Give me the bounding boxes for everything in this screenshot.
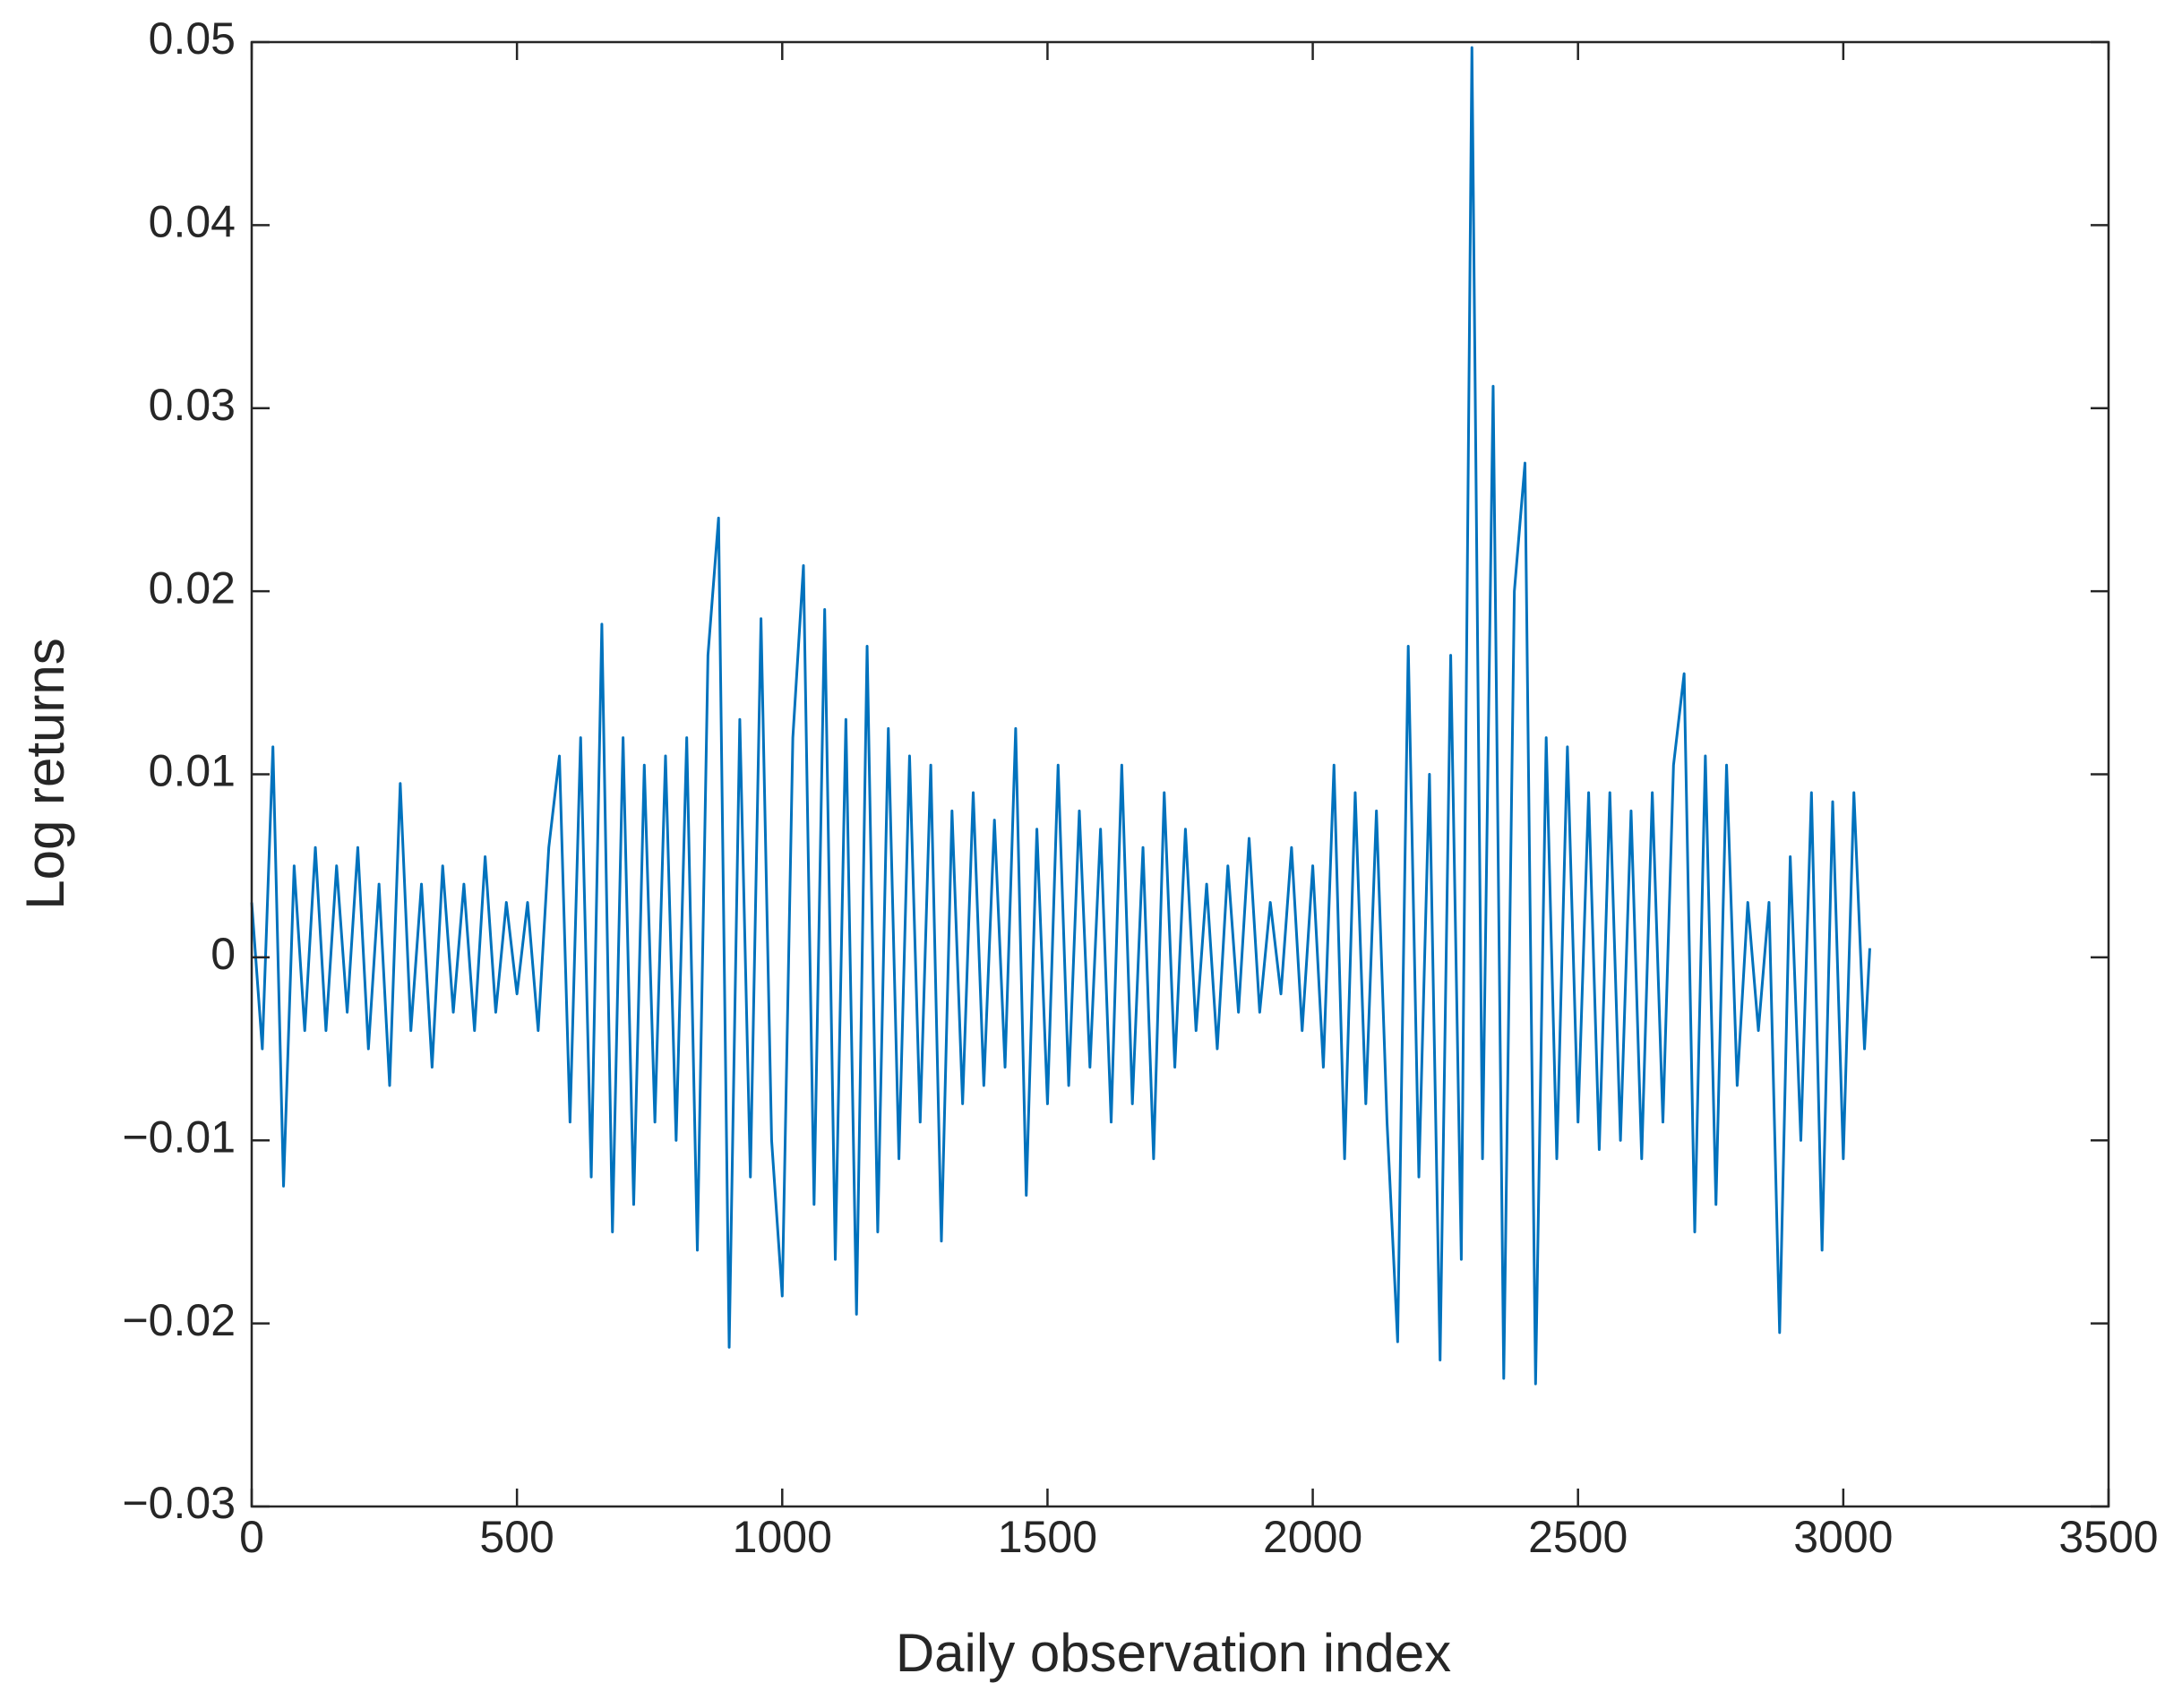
x-axis-label: Daily observation index bbox=[896, 1623, 1451, 1683]
y-tick-label: 0.05 bbox=[149, 13, 236, 64]
x-tick-label: 2000 bbox=[1263, 1512, 1362, 1562]
y-axis-label: Log returns bbox=[15, 638, 75, 910]
y-tick-label: 0.01 bbox=[149, 746, 236, 796]
y-tick-label: 0 bbox=[210, 929, 236, 979]
x-tick-label: 1000 bbox=[733, 1512, 832, 1562]
data-line bbox=[250, 46, 1871, 1386]
x-tick-label: 3500 bbox=[2058, 1512, 2158, 1562]
y-tick-label: 0.04 bbox=[149, 197, 236, 247]
y-tick-label: 0.02 bbox=[149, 562, 236, 613]
x-tick-label: 500 bbox=[479, 1512, 554, 1562]
y-tick-label: 0.03 bbox=[149, 380, 236, 430]
y-tick-label: −0.03 bbox=[122, 1478, 236, 1528]
x-tick-label: 0 bbox=[239, 1512, 264, 1562]
y-tick-label: −0.02 bbox=[122, 1295, 236, 1345]
x-tick-label: 1500 bbox=[998, 1512, 1097, 1562]
x-tick-label: 2500 bbox=[1528, 1512, 1628, 1562]
x-tick-label: 3000 bbox=[1793, 1512, 1893, 1562]
y-tick-label: −0.01 bbox=[122, 1111, 236, 1162]
